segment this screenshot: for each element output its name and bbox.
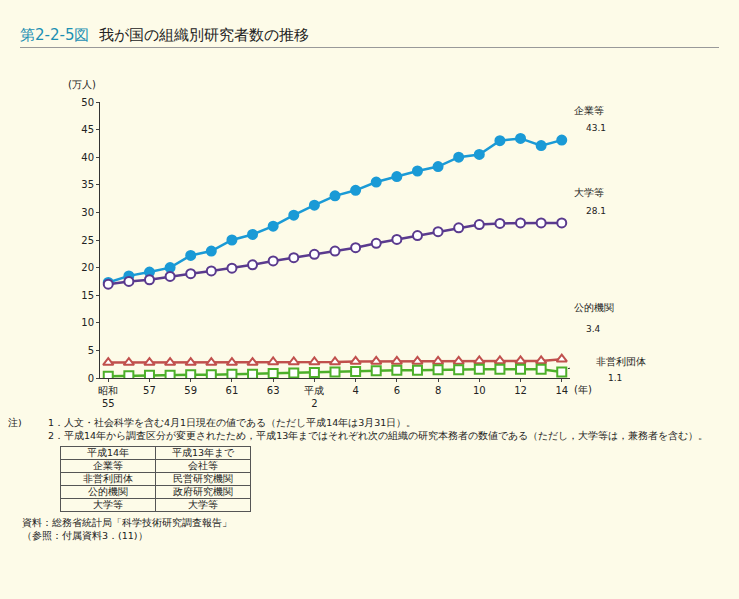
html-text:2．平成14年から調査区分が変更されたため，平成13年までは: 2．平成14年から調査区分が変更されたため，平成13年まではそれぞれ次の組織の研…: [48, 430, 709, 441]
svg-text:(万人): (万人): [68, 79, 96, 90]
html-text:大学等: 大学等: [188, 499, 218, 510]
svg-text:20: 20: [81, 262, 94, 273]
svg-text:5: 5: [88, 345, 94, 356]
html-text:平成13年まで: 平成13年まで: [172, 447, 234, 458]
html-text:資料：総務省統計局「科学技術研究調査報告」: 資料：総務省統計局「科学技術研究調査報告」: [22, 517, 232, 528]
svg-text:50: 50: [81, 97, 94, 108]
html-text:会社等: 会社等: [188, 460, 218, 471]
html-text:注): 注): [8, 417, 22, 428]
svg-text:企業等: 企業等: [574, 105, 604, 116]
svg-text:12: 12: [514, 385, 527, 396]
svg-text:35: 35: [81, 179, 94, 190]
svg-text:28.1: 28.1: [586, 206, 606, 216]
svg-text:(年): (年): [574, 384, 592, 395]
svg-text:61: 61: [226, 385, 239, 396]
svg-text:59: 59: [184, 385, 197, 396]
svg-text:30: 30: [81, 207, 94, 218]
svg-text:3.4: 3.4: [586, 324, 601, 334]
svg-text:1.1: 1.1: [608, 373, 622, 383]
svg-text:平成2: 平成2: [304, 385, 324, 409]
html-text:1．人文・社会科学を含む4月1日現在の値である（ただし平成1: 1．人文・社会科学を含む4月1日現在の値である（ただし平成14年は3月31日）。: [48, 417, 417, 428]
svg-text:昭和55: 昭和55: [98, 385, 118, 409]
svg-text:45: 45: [81, 124, 94, 135]
svg-text:0: 0: [88, 373, 94, 384]
svg-text:43.1: 43.1: [586, 123, 606, 133]
svg-text:15: 15: [81, 290, 94, 301]
html-text:大学等: 大学等: [93, 499, 123, 510]
html-text:第2-2-5図: 第2-2-5図: [20, 26, 90, 44]
svg-text:4: 4: [352, 385, 358, 396]
svg-text:63: 63: [267, 385, 280, 396]
html-text:企業等: 企業等: [93, 460, 123, 471]
html-text:公的機関: 公的機関: [88, 486, 128, 497]
svg-text:25: 25: [81, 235, 94, 246]
svg-text:10: 10: [81, 317, 94, 328]
svg-text:10: 10: [473, 385, 486, 396]
svg-text:40: 40: [81, 152, 94, 163]
html-text:政府研究機関: 政府研究機関: [173, 486, 233, 497]
svg-text:57: 57: [143, 385, 156, 396]
html-text:我が国の組織別研究者数の推移: 我が国の組織別研究者数の推移: [99, 26, 310, 44]
html-text:非営利団体: 非営利団体: [83, 473, 133, 484]
svg-text:大学等: 大学等: [574, 187, 604, 198]
svg-text:8: 8: [435, 385, 441, 396]
html-text:（参照：付属資料3．(11)）: （参照：付属資料3．(11)）: [22, 530, 148, 541]
svg-text:14: 14: [555, 385, 568, 396]
svg-text:6: 6: [394, 385, 400, 396]
html-text:民営研究機関: 民営研究機関: [173, 473, 233, 484]
html-text:平成14年: 平成14年: [87, 447, 129, 458]
svg-text:非営利団体: 非営利団体: [596, 356, 646, 367]
svg-text:公的機関: 公的機関: [574, 302, 614, 313]
